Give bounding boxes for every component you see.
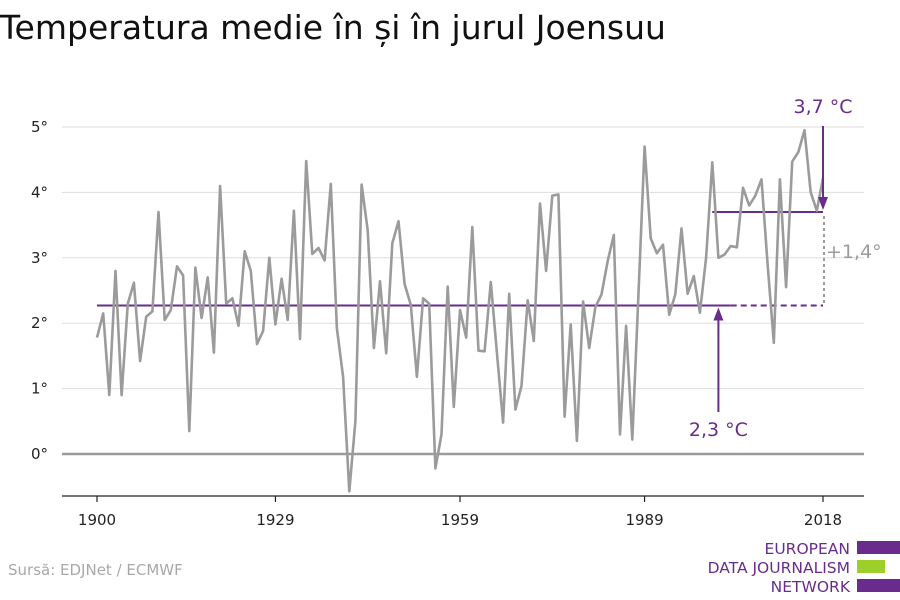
grid-lines bbox=[62, 126, 864, 456]
logo-line-3: NETWORK bbox=[770, 578, 850, 596]
recent-arrow-head bbox=[818, 197, 828, 211]
x-tick-label: 2018 bbox=[804, 511, 842, 529]
y-tick-label: 5° bbox=[31, 118, 48, 136]
y-tick-label: 0° bbox=[31, 445, 48, 463]
x-tick-label: 1959 bbox=[441, 511, 479, 529]
x-tick-label: 1929 bbox=[256, 511, 294, 529]
x-tick-label: 1900 bbox=[78, 511, 116, 529]
difference-label: +1,4° bbox=[826, 241, 882, 263]
logo-bar-middle bbox=[857, 560, 885, 573]
logo-bar-top bbox=[857, 541, 900, 554]
x-tick-label: 1989 bbox=[625, 511, 663, 529]
baseline-label: 2,3 °C bbox=[689, 419, 748, 441]
baseline-arrow-head bbox=[713, 307, 724, 321]
series-layer bbox=[95, 129, 825, 493]
edjnet-logo: EUROPEAN DATA JOURNALISM NETWORK bbox=[700, 538, 900, 598]
y-tick-label: 4° bbox=[31, 183, 48, 201]
annotations: 2,3 °C 3,7 °C +1,4° bbox=[689, 96, 882, 441]
recent-label: 3,7 °C bbox=[793, 96, 852, 118]
y-tick-label: 3° bbox=[31, 249, 48, 267]
axis-ticks: 0° 1° 2° 3° 4° 5° 1900 1929 1959 1989 2018 bbox=[31, 118, 864, 529]
logo-line-1: EUROPEAN bbox=[764, 540, 850, 558]
logo-bar-bottom bbox=[857, 579, 900, 592]
logo-line-2: DATA JOURNALISM bbox=[707, 559, 850, 577]
chart-title: Temperatura medie în și în jurul Joensuu bbox=[0, 8, 666, 47]
source-note: Sursă: EDJNet / ECMWF bbox=[8, 561, 183, 579]
temperature-series-line bbox=[95, 129, 825, 493]
y-tick-label: 2° bbox=[31, 314, 48, 332]
y-tick-label: 1° bbox=[31, 380, 48, 398]
